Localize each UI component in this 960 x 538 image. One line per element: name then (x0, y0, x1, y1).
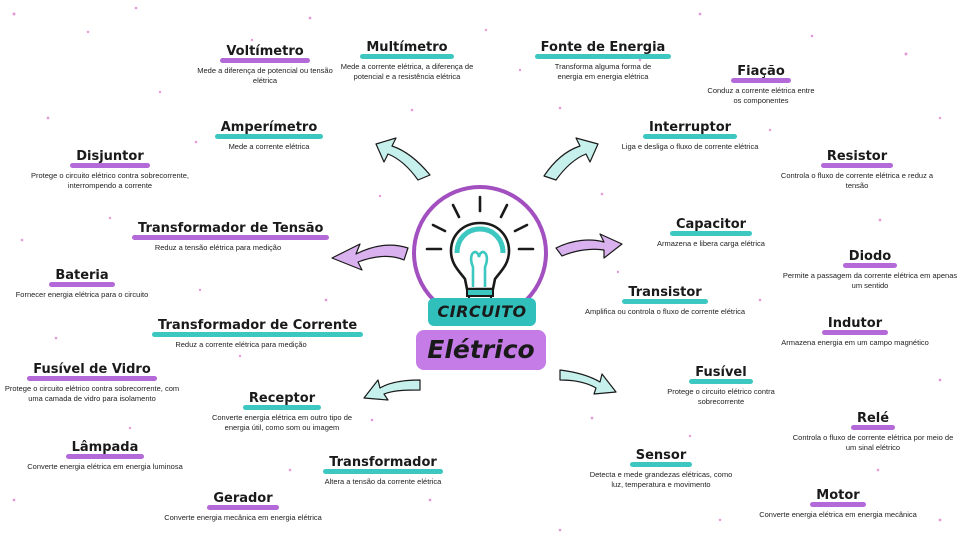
node-title: Fusível (695, 365, 747, 380)
node-amperimetro: Amperímetro Mede a corrente elétrica (194, 118, 344, 152)
node-voltimetro: Voltímetro Mede a diferença de potencial… (190, 42, 340, 86)
node-title: Sensor (635, 448, 687, 463)
node-desc: Transforma alguma forma de energia em en… (554, 62, 652, 81)
node-desc: Converte energia elétrica em outro tipo … (211, 413, 353, 432)
node-desc: Detecta e mede grandezas elétricas, como… (589, 470, 733, 489)
arrow-up-right-icon (543, 137, 599, 181)
arrow-left-icon (331, 243, 409, 271)
node-desc: Controla o fluxo de corrente elétrica po… (792, 433, 954, 452)
center-title-line1: CIRCUITO (428, 298, 536, 326)
node-desc: Converte energia elétrica em energia lum… (27, 462, 183, 471)
node-desc: Converte energia elétrica em energia mec… (759, 510, 917, 519)
node-title: Interruptor (648, 120, 732, 135)
node-title: Bateria (55, 268, 109, 283)
node-desc: Reduz a tensão elétrica para medição (154, 243, 282, 252)
node-disjuntor: Disjuntor Protege o circuito elétrico co… (20, 147, 200, 191)
center-title-line2: Elétrico (416, 330, 546, 370)
node-sensor: Sensor Detecta e mede grandezas elétrica… (586, 446, 736, 490)
node-desc: Fornecer energia elétrica para o circuit… (15, 290, 149, 299)
node-desc: Permite a passagem da corrente elétrica … (782, 271, 958, 290)
node-title: Diodo (848, 249, 892, 264)
node-desc: Mede a corrente elétrica, a diferença de… (340, 62, 474, 81)
arrow-right-icon (555, 233, 623, 259)
node-lampada: Lâmpada Converte energia elétrica em ene… (26, 438, 184, 472)
node-trafo-tensao: Transformador de Tensão Reduz a tensão e… (132, 219, 330, 253)
node-title: Motor (816, 488, 860, 503)
node-rele: Relé Controla o fluxo de corrente elétri… (788, 409, 958, 453)
node-resistor: Resistor Controla o fluxo de corrente el… (772, 147, 942, 191)
node-title: Transformador de Tensão (138, 221, 324, 236)
node-title: Fusível de Vidro (33, 362, 151, 377)
node-desc: Liga e desliga o fluxo de corrente elétr… (621, 142, 759, 151)
node-desc: Mede a diferença de potencial ou tensão … (197, 66, 333, 85)
node-title: Fiação (737, 64, 785, 79)
node-motor: Motor Converte energia elétrica em energ… (756, 486, 920, 520)
node-fonte: Fonte de Energia Transforma alguma forma… (528, 38, 678, 82)
node-title: Capacitor (675, 217, 747, 232)
node-indutor: Indutor Armazena energia em um campo mag… (780, 314, 930, 348)
arrow-up-left-icon (375, 137, 431, 181)
node-title: Voltímetro (226, 44, 304, 59)
node-transistor: Transistor Amplifica ou controla o fluxo… (580, 283, 750, 317)
node-title: Transistor (628, 285, 702, 300)
node-desc: Protege o circuito elétrico contra sobre… (31, 171, 189, 190)
node-capacitor: Capacitor Armazena e libera carga elétri… (636, 215, 786, 249)
node-desc: Converte energia mecânica em energia elé… (164, 513, 322, 522)
node-desc: Conduz a corrente elétrica entre os comp… (707, 86, 815, 105)
node-title: Resistor (826, 149, 888, 164)
node-bateria: Bateria Fornecer energia elétrica para o… (12, 266, 152, 300)
node-desc: Altera a tensão da corrente elétrica (324, 477, 442, 486)
node-desc: Mede a corrente elétrica (228, 142, 310, 151)
node-gerador: Gerador Converte energia mecânica em ene… (160, 489, 326, 523)
node-multimetro: Multímetro Mede a corrente elétrica, a d… (336, 38, 478, 82)
node-receptor: Receptor Converte energia elétrica em ou… (200, 389, 364, 433)
node-title: Lâmpada (71, 440, 139, 455)
node-title: Relé (856, 411, 890, 426)
node-desc: Protege o circuito elétrico contra sobre… (667, 387, 775, 406)
node-title: Receptor (248, 391, 316, 406)
node-fiacao: Fiação Conduz a corrente elétrica entre … (694, 62, 828, 106)
node-title: Amperímetro (220, 120, 318, 135)
node-fusivel-vidro: Fusível de Vidro Protege o circuito elét… (2, 360, 182, 404)
node-trafo-corrente: Transformador de Corrente Reduz a corren… (152, 316, 364, 350)
node-title: Disjuntor (76, 149, 144, 164)
node-desc: Amplifica ou controla o fluxo de corrent… (584, 307, 746, 316)
node-title: Transformador de Corrente (158, 318, 358, 333)
node-interruptor: Interruptor Liga e desliga o fluxo de co… (610, 118, 770, 152)
node-diodo: Diodo Permite a passagem da corrente elé… (780, 247, 960, 291)
node-title: Transformador (329, 455, 437, 470)
node-desc: Protege o circuito elétrico contra sobre… (4, 384, 180, 403)
node-title: Indutor (827, 316, 883, 331)
node-desc: Controla o fluxo de corrente elétrica e … (780, 171, 934, 190)
node-title: Multímetro (366, 40, 448, 55)
arrow-down-left-icon (363, 379, 421, 401)
node-desc: Armazena e libera carga elétrica (657, 239, 765, 248)
node-transformador: Transformador Altera a tensão da corrent… (310, 453, 456, 487)
node-desc: Reduz a corrente elétrica para medição (175, 340, 307, 349)
node-fusivel: Fusível Protege o circuito elétrico cont… (646, 363, 796, 407)
node-title: Fonte de Energia (540, 40, 666, 55)
node-title: Gerador (213, 491, 273, 506)
node-desc: Armazena energia em um campo magnético (781, 338, 929, 347)
arrow-down-right-icon (559, 369, 617, 395)
